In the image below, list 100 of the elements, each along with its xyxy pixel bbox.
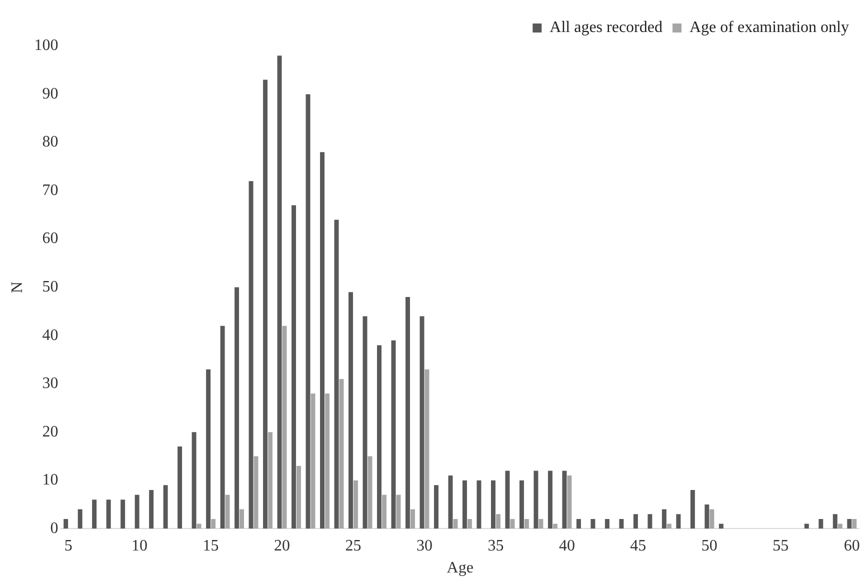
bar (348, 292, 354, 529)
y-tick-label: 70 (42, 182, 58, 199)
bar (604, 518, 610, 529)
x-tick-label: 40 (558, 537, 575, 554)
bar (92, 500, 97, 529)
y-tick-label: 50 (42, 278, 58, 296)
x-tick-label: 25 (345, 537, 362, 554)
bar (552, 524, 558, 529)
y-tick-label: 20 (42, 423, 58, 440)
bar (666, 524, 672, 529)
bar (519, 480, 524, 529)
bar (263, 80, 268, 529)
bar (424, 369, 430, 529)
bar (220, 326, 225, 529)
bar (64, 518, 68, 529)
bar (548, 470, 552, 529)
bar (296, 466, 302, 529)
bar (254, 456, 258, 529)
bar (467, 518, 472, 529)
bar (320, 152, 325, 529)
y-tick-label: 80 (42, 134, 58, 151)
bar (832, 514, 838, 529)
y-tick-label: 30 (42, 375, 58, 392)
bar (524, 518, 529, 529)
bar (163, 485, 168, 529)
bar (718, 524, 724, 529)
x-tick-label: 55 (772, 537, 789, 554)
x-tick-label: 20 (274, 537, 290, 554)
y-axis-title: N (8, 281, 26, 294)
bar (248, 181, 254, 529)
bar (676, 514, 681, 529)
x-tick-label: 15 (202, 537, 219, 554)
bar (334, 220, 339, 529)
bar (818, 518, 824, 529)
y-tick-label: 10 (42, 472, 58, 489)
bar (838, 524, 842, 529)
bar (476, 480, 482, 529)
bar (178, 446, 182, 529)
bar (368, 456, 372, 529)
bar (196, 524, 202, 529)
bar (211, 518, 216, 529)
bar (377, 345, 382, 529)
bar (496, 514, 500, 529)
bar (234, 287, 240, 529)
bar (410, 509, 415, 529)
bar (510, 518, 515, 529)
y-tick-label: 100 (34, 37, 58, 54)
bar (590, 518, 596, 529)
bar (534, 470, 538, 529)
x-tick-label: 45 (630, 537, 646, 554)
bar (462, 480, 467, 529)
bar (576, 518, 581, 529)
bar (434, 485, 438, 529)
bar (453, 518, 458, 529)
bar (354, 480, 358, 529)
bar (648, 514, 652, 529)
bar (490, 480, 496, 529)
bar (662, 509, 666, 529)
x-tick-label: 60 (844, 537, 860, 554)
bar (852, 518, 857, 529)
bar (292, 205, 296, 529)
bar (306, 94, 310, 529)
bar (538, 518, 544, 529)
bar (619, 518, 624, 529)
bar (420, 316, 424, 529)
bar (690, 490, 695, 529)
y-tick-label: 90 (42, 85, 58, 102)
bar (505, 470, 510, 529)
y-tick-label: 60 (42, 230, 58, 248)
bar (704, 504, 710, 529)
y-tick-label: 0 (50, 520, 58, 537)
bar (448, 476, 453, 529)
bar (206, 369, 211, 529)
y-tick-label: 40 (42, 326, 58, 344)
bar (268, 432, 273, 529)
bar (325, 393, 330, 529)
bar (120, 500, 126, 529)
bar (396, 494, 401, 529)
x-tick-label: 10 (132, 537, 148, 554)
bar (633, 514, 638, 529)
x-tick-label: 35 (488, 537, 504, 554)
bar (710, 509, 714, 529)
bar (192, 432, 196, 529)
bar (134, 494, 140, 529)
x-axis-title: Age (446, 560, 474, 577)
legend-label: Age of examination only (689, 19, 849, 36)
bar (78, 509, 82, 529)
bar (277, 56, 282, 529)
bar (225, 494, 230, 529)
x-tick-label: 5 (64, 537, 72, 554)
bar (106, 500, 111, 529)
bar (847, 518, 852, 529)
bar (567, 476, 572, 529)
bar (562, 470, 567, 529)
bar (282, 326, 287, 529)
bar (804, 524, 809, 529)
legend-label: All ages recorded (550, 19, 662, 36)
bar (406, 296, 410, 529)
bar (240, 509, 244, 529)
bar (149, 490, 154, 529)
